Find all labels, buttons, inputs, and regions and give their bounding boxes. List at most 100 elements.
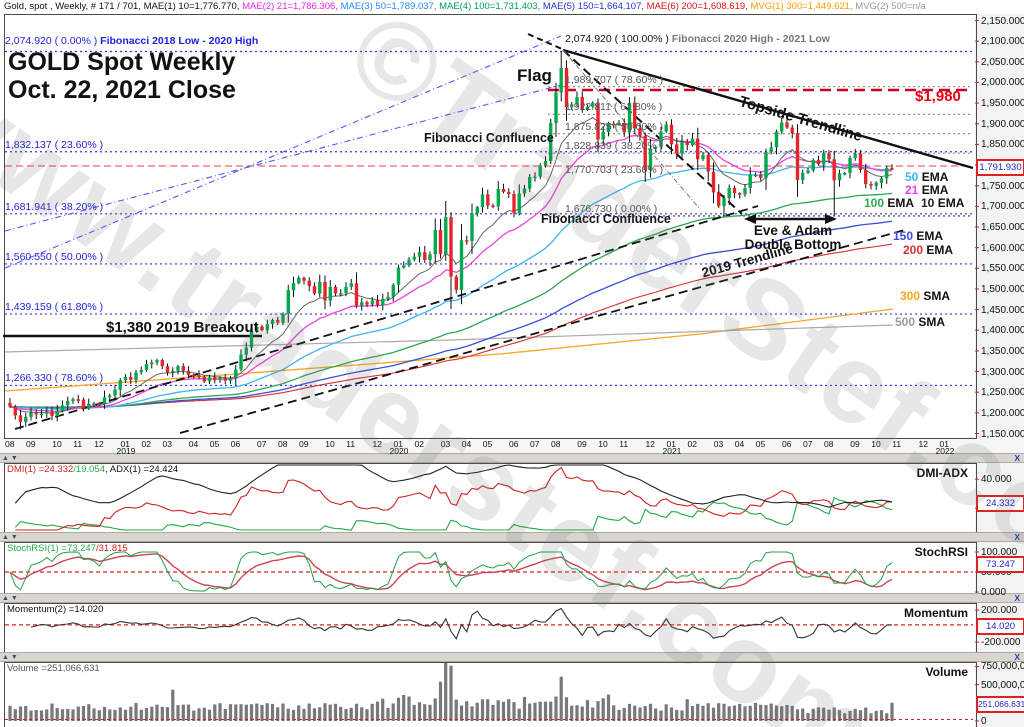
price-tick-label: 2,000.000: [981, 77, 1024, 89]
volume-panel[interactable]: [4, 662, 977, 727]
dmi-panel-title: DMI-ADX: [916, 466, 968, 480]
month-label: 12: [372, 439, 382, 449]
panel-tick-label: 0.000: [981, 587, 1007, 598]
month-label: 06: [782, 439, 792, 449]
chart-title: GOLD Spot Weekly Oct. 22, 2021 Close: [8, 48, 236, 104]
month-label: 03: [162, 439, 172, 449]
ma-tag-label: 10 EMA: [921, 196, 965, 210]
ma-tag-label: 100 EMA: [864, 196, 915, 210]
scroll-arrows-icon[interactable]: ▲ ▼: [2, 455, 18, 462]
price-tick-label: 1,950.000: [981, 98, 1024, 110]
month-label: 01: [393, 439, 403, 449]
price-tick-label: 2,050.000: [981, 56, 1024, 68]
panel-close-button[interactable]: X: [1014, 593, 1020, 603]
volume-value-box: 251,066,631: [976, 696, 1024, 713]
panel-close-button[interactable]: X: [1014, 453, 1020, 463]
price-tick-label: 1,250.000: [981, 387, 1024, 399]
ma-tag-label: 500 SMA: [895, 315, 946, 329]
fib2-title-name: Fibonacci 2020 High - 2021 Low: [671, 33, 830, 45]
dmi-value-box: 24.332: [976, 495, 1024, 512]
ma-tag-label: 50 EMA: [905, 170, 949, 184]
fib1-title: 2,074.920 ( 0.00% ) Fibonacci 2018 Low -…: [5, 35, 258, 47]
chart-title-line2: Oct. 22, 2021 Close: [8, 76, 236, 104]
year-label: 2020: [389, 446, 409, 456]
month-label: 09: [850, 439, 860, 449]
momentum-header: Momentum(2) =14.020: [7, 604, 104, 615]
price-tick-label: 1,700.000: [981, 201, 1024, 213]
eve-adam-annotation-line2: Double Bottom: [744, 237, 842, 252]
month-label: 04: [461, 439, 472, 449]
momentum-value-box: 14.020: [976, 618, 1024, 635]
month-label: 10: [325, 439, 335, 449]
month-label: 11: [346, 439, 356, 449]
month-label: 07: [530, 439, 540, 449]
month-label: 02: [141, 439, 151, 449]
price-tick-label: 1,650.000: [981, 222, 1024, 233]
fib-level-label: 1,922.811 ( 61.80% ): [565, 101, 663, 114]
panel-tick-label: 0: [981, 716, 987, 727]
breakout-annotation: $1,380 2019 Breakout: [106, 319, 259, 336]
date-axis-strip: [0, 437, 1024, 453]
month-label: 10: [871, 439, 881, 449]
scroll-arrows-icon[interactable]: ▲ ▼: [2, 595, 18, 602]
ma-tag-label: 21 EMA: [905, 183, 949, 197]
fib1-title-value: 2,074.920 ( 0.00% ): [5, 35, 98, 47]
year-label: 2022: [935, 446, 955, 456]
month-label: 12: [918, 439, 928, 449]
month-label: 08: [824, 439, 834, 449]
price-tick-label: 1,400.000: [981, 325, 1024, 337]
stochrsi-header: StochRSI(1) =73.247/31.815: [7, 543, 128, 554]
panel-close-button[interactable]: X: [1014, 652, 1020, 662]
price-tick-label: 2,150.000: [981, 15, 1024, 27]
price-axis-gutter: [975, 14, 1024, 727]
fib2-title-value: 2,074.920 ( 100.00% ): [565, 33, 669, 45]
price-tick-label: 1,200.000: [981, 407, 1024, 419]
panel-tick-label: -200.000: [981, 637, 1021, 648]
panel-close-button[interactable]: X: [1014, 532, 1020, 542]
month-label: 10: [52, 439, 62, 449]
fib-level-label: 1,676.730 ( 0.00% ): [565, 202, 658, 215]
month-label: 10: [598, 439, 608, 449]
month-label: 08: [5, 439, 15, 449]
panel-tick-label: 200.000: [981, 605, 1018, 616]
month-label: 02: [687, 439, 697, 449]
month-label: 11: [619, 439, 629, 449]
fib-confluence-annotation-2: Fibonacci Confluence: [541, 212, 671, 226]
panel-tick-label: 750,000,000: [981, 661, 1024, 673]
price-tick-label: 1,600.000: [981, 242, 1024, 254]
year-label: 2019: [116, 446, 136, 456]
month-label: 01: [666, 439, 676, 449]
month-label: 03: [713, 439, 724, 449]
price-tick-label: 1,500.000: [981, 283, 1024, 295]
month-label: 12: [94, 439, 104, 449]
month-label: 05: [755, 439, 766, 449]
scrollbar-row-1[interactable]: ▲ ▼ X: [0, 453, 1024, 463]
month-label: 09: [26, 439, 36, 449]
month-label: 01: [120, 439, 130, 449]
scroll-arrows-icon[interactable]: ▲ ▼: [2, 534, 18, 541]
price-tick-label: 1,150.000: [981, 428, 1024, 440]
eve-adam-annotation-line1: Eve & Adam: [753, 223, 833, 238]
month-label: 05: [209, 439, 220, 449]
ma-tag-label: 150 EMA: [893, 229, 944, 243]
price-tick-label: 1,750.000: [981, 180, 1024, 192]
price-tick-label: 1,350.000: [981, 345, 1024, 357]
ma-tag-label: 300 SMA: [900, 289, 951, 303]
stochrsi-value-box: 73.247: [976, 556, 1024, 573]
month-label: 08: [278, 439, 288, 449]
scroll-arrows-icon[interactable]: ▲ ▼: [2, 654, 18, 661]
fib-level-label: 1,828.839 ( 38.20% ): [565, 140, 664, 153]
fib-level-label: 1,770.703 ( 23.60% ): [565, 164, 664, 177]
month-label: 03: [440, 439, 451, 449]
price-tick-label: 1,900.000: [981, 118, 1024, 130]
month-label: 01: [939, 439, 949, 449]
scrollbar-row-3[interactable]: ▲ ▼ X: [0, 593, 1024, 603]
month-label: 06: [230, 439, 241, 449]
scrollbar-row-4[interactable]: ▲ ▼ X: [0, 652, 1024, 662]
fib-level-label: 1,560.550 ( 50.00% ): [5, 250, 104, 263]
dmi-header: DMI(1) =24.332/19.054, ADX(1) =24.424: [7, 464, 179, 475]
scrollbar-row-2[interactable]: ▲ ▼ X: [0, 532, 1024, 542]
fib-level-label: 1,989.707 ( 78.60% ): [565, 73, 664, 86]
